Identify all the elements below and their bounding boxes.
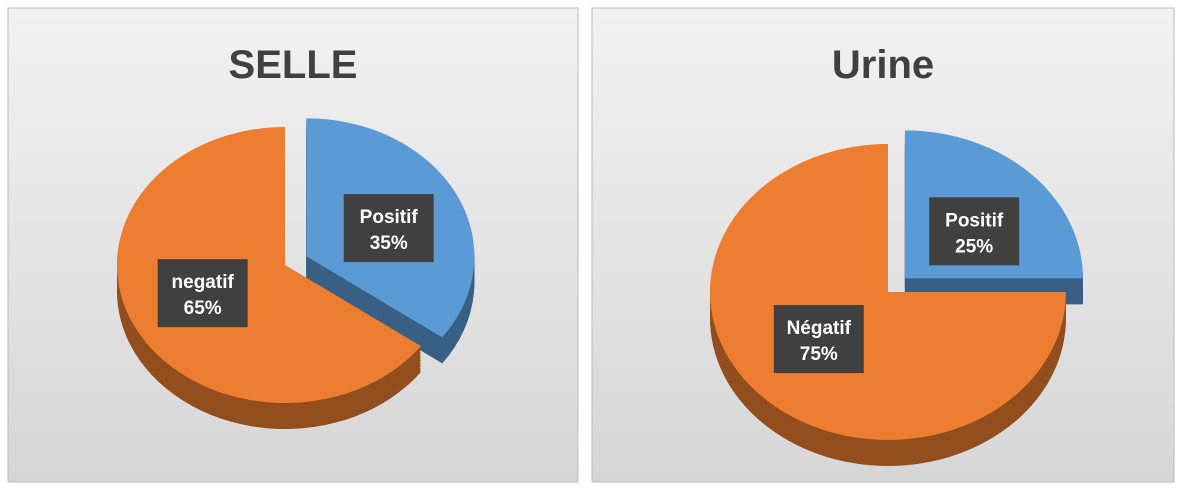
label-box	[773, 305, 864, 374]
label-box	[157, 259, 248, 328]
category-label: Positif	[945, 210, 1004, 231]
value-label: 25%	[955, 236, 993, 257]
label-box	[929, 197, 1020, 266]
value-label: 35%	[370, 233, 408, 254]
category-label: negatif	[172, 272, 235, 293]
chart-title: SELLE	[229, 43, 358, 87]
category-label: Négatif	[787, 318, 852, 339]
value-label: 65%	[184, 298, 222, 319]
pie-chart: Urine Positif 25% Négatif 75%	[591, 7, 1175, 483]
slice	[117, 127, 421, 404]
value-label: 75%	[800, 344, 838, 365]
category-label: Positif	[360, 207, 419, 228]
label-box	[343, 194, 434, 263]
chart-title: Urine	[832, 43, 934, 87]
pie-chart: SELLE Positif 35% negatif 65%	[7, 7, 579, 483]
